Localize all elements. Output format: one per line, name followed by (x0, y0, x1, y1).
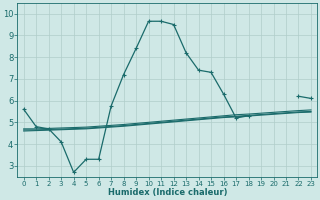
X-axis label: Humidex (Indice chaleur): Humidex (Indice chaleur) (108, 188, 227, 197)
